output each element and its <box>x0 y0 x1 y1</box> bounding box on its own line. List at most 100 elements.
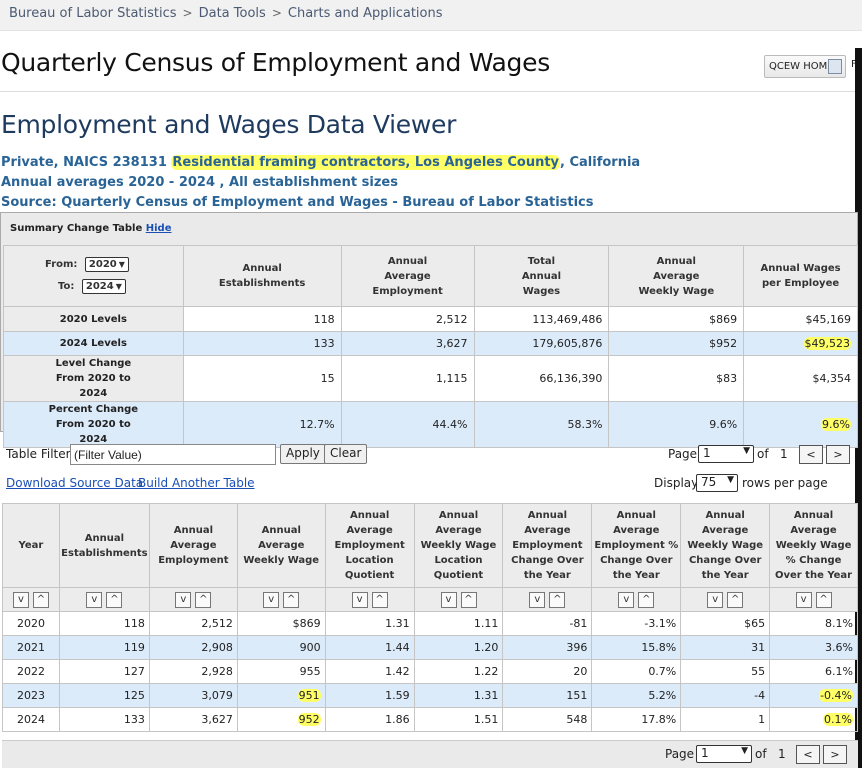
sort-asc-button[interactable]: ^ <box>727 591 744 608</box>
table-cell: 952 <box>236 707 326 732</box>
table-cell: 1.86 <box>324 707 415 732</box>
table-cell: 3.6% <box>769 635 858 660</box>
chevron-down-icon: ▼ <box>741 746 748 756</box>
breadcrumb-bls[interactable]: Bureau of Labor Statistics <box>9 6 177 21</box>
from-year-select[interactable]: 2020 ▼ <box>84 257 129 272</box>
sort-desc-button[interactable]: v <box>86 591 103 608</box>
table-cell: 118 <box>58 611 150 636</box>
qcew-home-button[interactable]: QCEW HOME <box>764 55 846 78</box>
breadcrumb: Bureau of Labor Statistics > Data Tools > Ch… <box>0 0 862 31</box>
summary-cell: 1,115 <box>340 355 475 402</box>
sort-desc-button[interactable]: v <box>707 591 724 608</box>
highlighted-value: 0.1% <box>823 713 853 726</box>
col-header-total-wages: Total Annual Wages <box>473 245 610 307</box>
print-icon[interactable] <box>828 59 842 74</box>
table-cell: 2,908 <box>148 635 238 660</box>
summary-cell: 2,512 <box>340 306 475 332</box>
sort-desc-button[interactable]: v <box>351 591 368 608</box>
col-header-employment-change: Annual Average Employment Change Over th… <box>502 503 593 588</box>
page-edge <box>855 48 862 768</box>
table-cell: 1 <box>680 707 771 732</box>
sort-cell: v ^ <box>769 587 858 612</box>
sort-asc-button[interactable]: ^ <box>283 591 300 608</box>
table-filter-input[interactable] <box>70 444 276 465</box>
page-label: Page <box>668 447 698 461</box>
sort-cell: v ^ <box>58 587 150 612</box>
summary-cell: $83 <box>608 355 745 402</box>
sort-desc-button[interactable]: v <box>263 591 280 608</box>
to-year-select[interactable]: 2024 ▼ <box>81 279 126 294</box>
toolbar-f-label[interactable]: F <box>851 59 857 70</box>
sort-cell: v ^ <box>680 587 771 612</box>
download-source-data-link[interactable]: Download Source Data <box>6 476 144 490</box>
table-controls: Table Filter: Apply Clear Page 1▼ of 1 <… <box>0 438 858 508</box>
table-cell: 15.8% <box>591 635 682 660</box>
hide-summary-link[interactable]: Hide <box>145 223 172 234</box>
series-title-prefix: Private, NAICS 238131 <box>1 155 172 170</box>
summary-heading: Summary Change Table Hide <box>10 223 171 234</box>
page-select[interactable]: 1 ▼ <box>696 745 752 763</box>
sort-asc-button[interactable]: ^ <box>815 591 832 608</box>
table-cell: 1.31 <box>413 683 504 708</box>
from-label: From: <box>45 259 78 270</box>
sort-asc-button[interactable]: ^ <box>460 591 477 608</box>
clear-button[interactable]: Clear <box>324 444 368 464</box>
breadcrumb-data-tools[interactable]: Data Tools <box>198 6 266 21</box>
table-row: 2024 133 3,627 952 1.86 1.51 548 17.8% 1… <box>2 707 858 732</box>
sort-desc-button[interactable]: v <box>440 591 457 608</box>
page-select[interactable]: 1 ▼ <box>698 445 754 463</box>
chevron-down-icon: ▼ <box>727 475 734 485</box>
col-header-establishments: Annual Establishments <box>182 245 342 307</box>
row-label: Percent Change From 2020 to 2024 <box>3 401 184 448</box>
breadcrumb-charts[interactable]: Charts and Applications <box>287 6 443 21</box>
table-cell: 0.1% <box>769 707 858 732</box>
period-selector-cell: From: 2020 ▼ To: 2024 ▼ <box>3 245 184 307</box>
table-cell: 2023 <box>2 683 60 708</box>
sort-asc-button[interactable]: ^ <box>371 591 388 608</box>
table-cell: 125 <box>58 683 150 708</box>
summary-row: 2020 Levels 118 2,512 113,469,486 $869 $… <box>3 306 858 332</box>
sort-asc-button[interactable]: ^ <box>32 591 49 608</box>
summary-cell: 9.6% <box>608 401 745 448</box>
table-cell: 119 <box>58 635 150 660</box>
summary-cell: 12.7% <box>182 401 342 448</box>
divider <box>0 91 855 92</box>
sort-asc-button[interactable]: ^ <box>549 591 566 608</box>
table-cell: 2021 <box>2 635 60 660</box>
sort-desc-button[interactable]: v <box>175 591 192 608</box>
sort-desc-button[interactable]: v <box>12 591 29 608</box>
table-cell: 1.22 <box>413 659 504 684</box>
sort-asc-button[interactable]: ^ <box>106 591 123 608</box>
sort-asc-button[interactable]: ^ <box>195 591 212 608</box>
table-cell: 3,627 <box>148 707 238 732</box>
sort-cell: v ^ <box>324 587 415 612</box>
table-cell: 3,079 <box>148 683 238 708</box>
apply-button[interactable]: Apply <box>280 444 326 464</box>
sort-cell: v ^ <box>2 587 60 612</box>
table-cell: 2,928 <box>148 659 238 684</box>
sort-desc-button[interactable]: v <box>795 591 812 608</box>
sort-desc-button[interactable]: v <box>618 591 635 608</box>
prev-page-button[interactable]: < <box>796 745 820 764</box>
chevron-right-icon: > <box>271 6 282 20</box>
sort-asc-button[interactable]: ^ <box>638 591 655 608</box>
summary-cell: 3,627 <box>340 331 475 356</box>
table-cell: 5.2% <box>591 683 682 708</box>
col-header-wages-per-employee: Annual Wages per Employee <box>743 245 858 307</box>
table-row: 2022 127 2,928 955 1.42 1.22 20 0.7% 55 … <box>2 659 858 684</box>
next-page-button[interactable]: > <box>823 745 847 764</box>
chevron-right-icon: > <box>182 6 193 20</box>
table-cell: 548 <box>502 707 593 732</box>
table-cell: 2020 <box>2 611 60 636</box>
sort-desc-button[interactable]: v <box>529 591 546 608</box>
rows-per-page-select[interactable]: 75 ▼ <box>696 474 738 492</box>
summary-cell: 15 <box>182 355 342 402</box>
summary-cell: 66,136,390 <box>473 355 610 402</box>
highlighted-value: -0.4% <box>819 689 853 702</box>
prev-page-button[interactable]: < <box>799 445 823 464</box>
next-page-button[interactable]: > <box>826 445 850 464</box>
to-label: To: <box>58 281 75 292</box>
table-cell: 55 <box>680 659 771 684</box>
build-another-table-link[interactable]: Build Another Table <box>138 476 255 490</box>
table-cell: 133 <box>58 707 150 732</box>
